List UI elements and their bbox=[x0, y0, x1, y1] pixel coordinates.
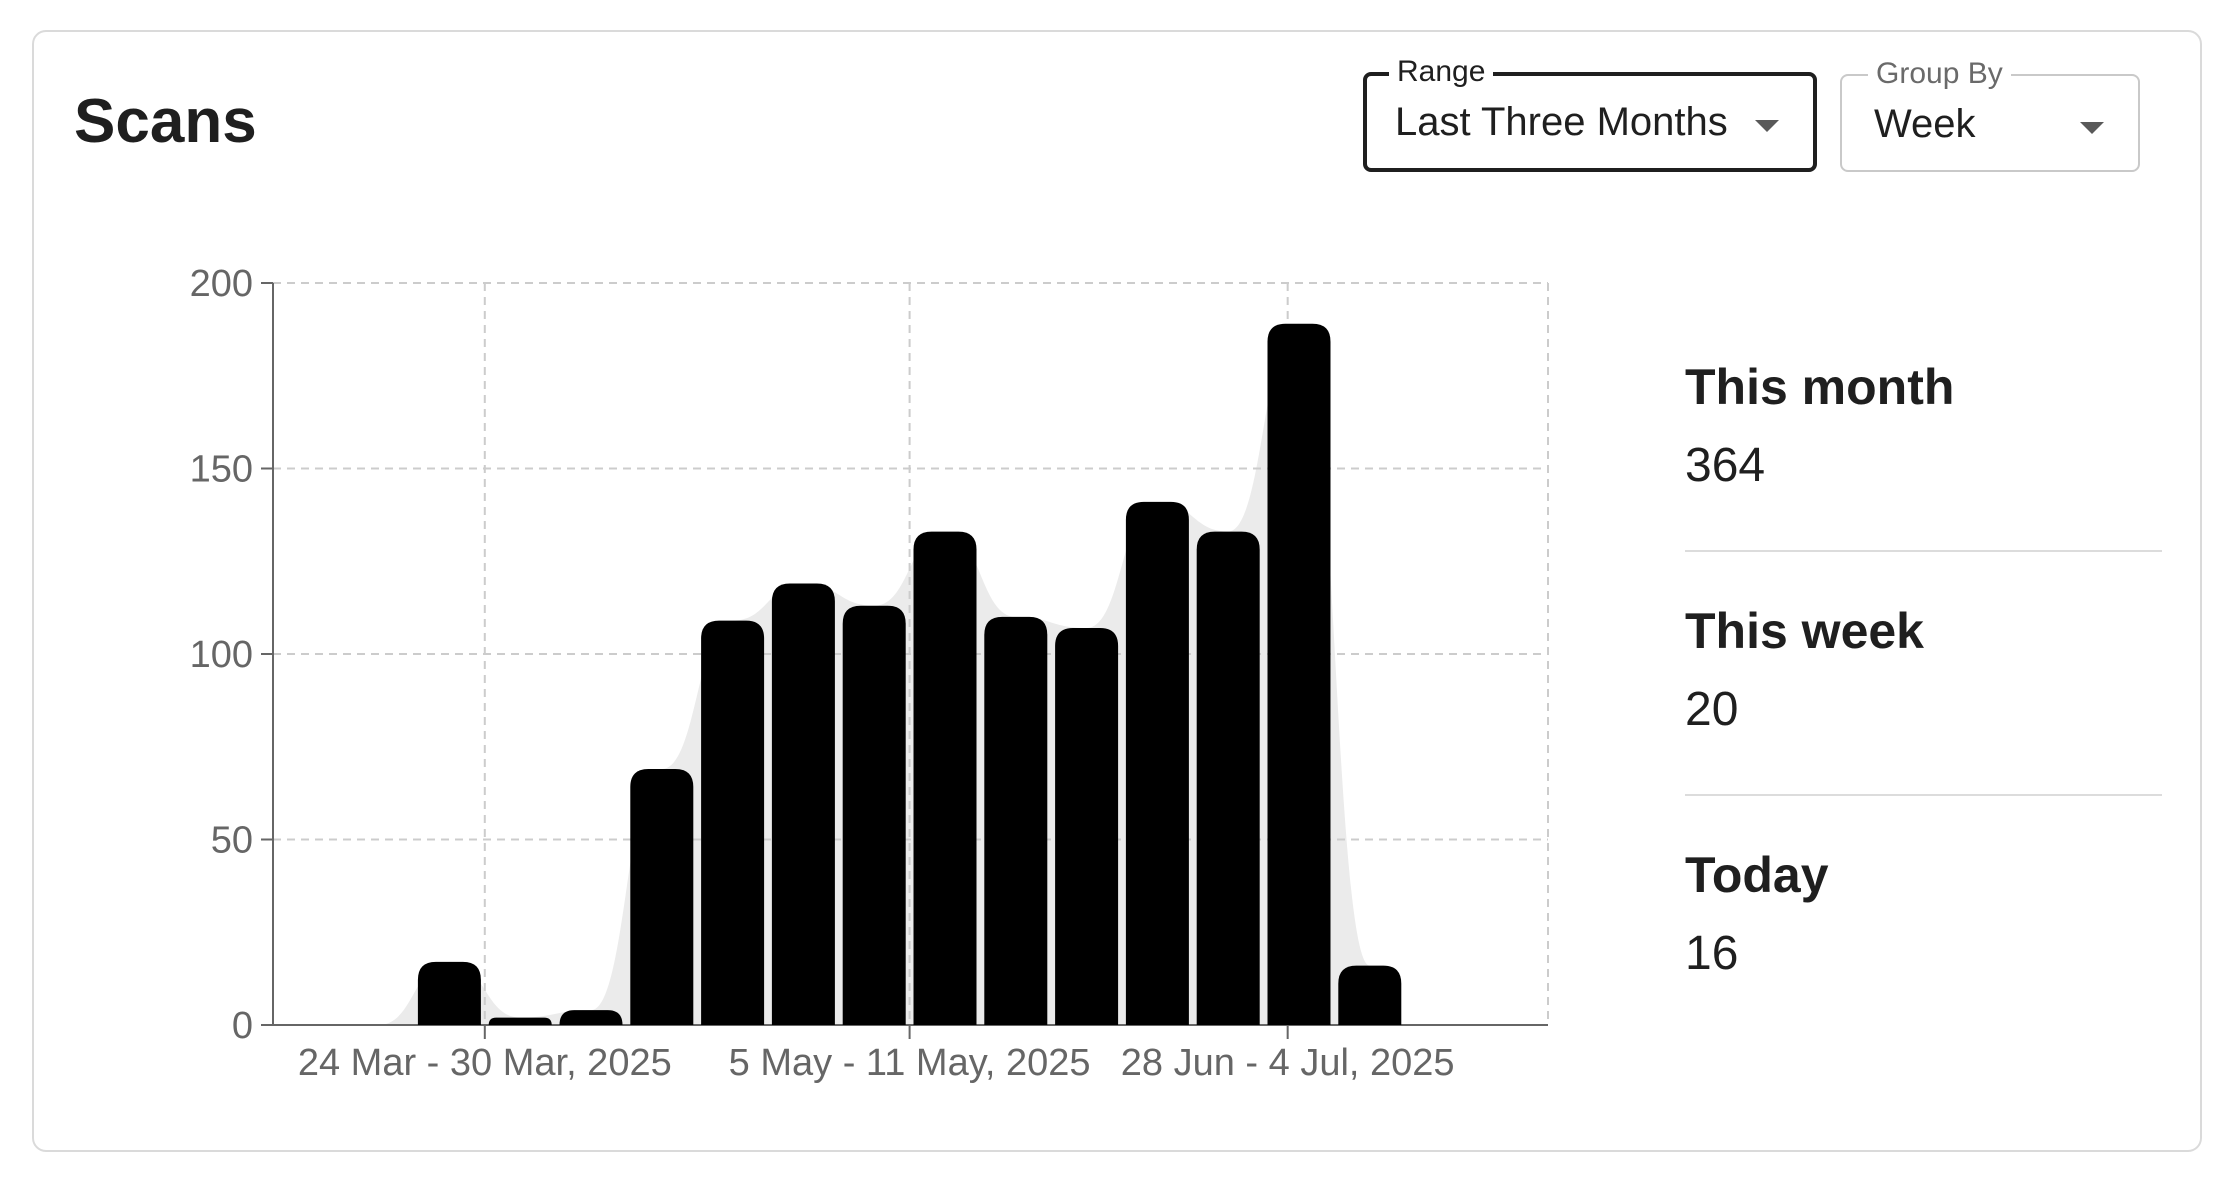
bar bbox=[913, 531, 977, 1025]
range-select[interactable]: Range Last Three Months bbox=[1363, 54, 1817, 172]
card-title: Scans bbox=[74, 87, 257, 156]
bar bbox=[1055, 628, 1119, 1025]
stat-today: Today 16 bbox=[1685, 828, 2162, 1072]
x-tick-label: 24 Mar - 30 Mar, 2025 bbox=[298, 1042, 672, 1084]
bar bbox=[1338, 965, 1402, 1025]
y-tick-label: 100 bbox=[190, 634, 253, 676]
y-tick-label: 50 bbox=[211, 820, 253, 862]
y-tick-label: 0 bbox=[232, 1005, 253, 1047]
stat-value: 16 bbox=[1685, 927, 1739, 980]
bar bbox=[1267, 323, 1331, 1025]
stat-divider bbox=[1685, 550, 2162, 552]
bar bbox=[1196, 531, 1260, 1025]
range-select-value: Last Three Months bbox=[1395, 100, 1728, 144]
group-by-select-label: Group By bbox=[1868, 56, 2011, 92]
x-tick-label: 28 Jun - 4 Jul, 2025 bbox=[1121, 1042, 1455, 1084]
bar bbox=[488, 1017, 552, 1025]
stat-label: This week bbox=[1685, 603, 1924, 659]
stat-this-month: This month 364 bbox=[1685, 340, 2162, 584]
stat-divider bbox=[1685, 794, 2162, 796]
chevron-down-icon bbox=[1755, 120, 1779, 132]
bar bbox=[417, 961, 481, 1025]
y-tick-label: 200 bbox=[190, 263, 253, 305]
group-by-select-value: Week bbox=[1874, 102, 1976, 146]
stats-panel: This month 364 This week 20 Today 16 bbox=[1685, 340, 2162, 1072]
stat-label: Today bbox=[1685, 847, 1829, 903]
stat-this-week: This week 20 bbox=[1685, 584, 2162, 828]
stat-label: This month bbox=[1685, 359, 1955, 415]
bar bbox=[771, 583, 835, 1025]
chevron-down-icon bbox=[2080, 122, 2104, 134]
bar bbox=[984, 616, 1048, 1025]
group-by-select[interactable]: Group By Week bbox=[1840, 56, 2140, 172]
y-tick-label: 150 bbox=[190, 449, 253, 491]
x-tick-label: 5 May - 11 May, 2025 bbox=[729, 1042, 1091, 1084]
bar bbox=[842, 605, 906, 1025]
stat-value: 364 bbox=[1685, 439, 1766, 492]
bar bbox=[630, 769, 694, 1025]
bar bbox=[1125, 501, 1189, 1025]
bar bbox=[701, 620, 765, 1025]
stat-value: 20 bbox=[1685, 683, 1739, 736]
bar bbox=[559, 1010, 623, 1025]
range-select-label: Range bbox=[1389, 54, 1494, 90]
